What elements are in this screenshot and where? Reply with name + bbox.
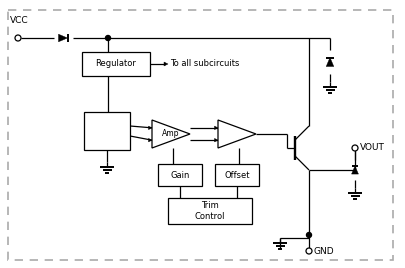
Text: Amp: Amp [162,129,179,139]
Bar [158,164,202,186]
Text: To all subcircuits: To all subcircuits [170,59,239,69]
Text: Regulator: Regulator [96,59,136,69]
Polygon shape [352,166,358,174]
Text: Offset: Offset [224,170,250,180]
Bar [215,164,259,186]
Polygon shape [215,126,218,130]
Circle shape [307,233,311,237]
Polygon shape [164,62,168,66]
Text: VOUT: VOUT [360,143,385,152]
Polygon shape [149,138,152,142]
Bar [84,112,130,150]
Text: Gain: Gain [171,170,190,180]
Text: Trim
Control: Trim Control [195,201,225,221]
Polygon shape [218,120,256,148]
Circle shape [105,35,111,40]
Bar [82,52,150,76]
Circle shape [15,35,21,41]
Polygon shape [326,58,334,66]
Bar [168,198,252,224]
Circle shape [352,145,358,151]
Circle shape [306,248,312,254]
Text: GND: GND [314,247,335,255]
Polygon shape [152,120,190,148]
Polygon shape [149,126,152,130]
Polygon shape [215,138,218,142]
Text: VCC: VCC [10,16,29,25]
Polygon shape [58,34,68,42]
